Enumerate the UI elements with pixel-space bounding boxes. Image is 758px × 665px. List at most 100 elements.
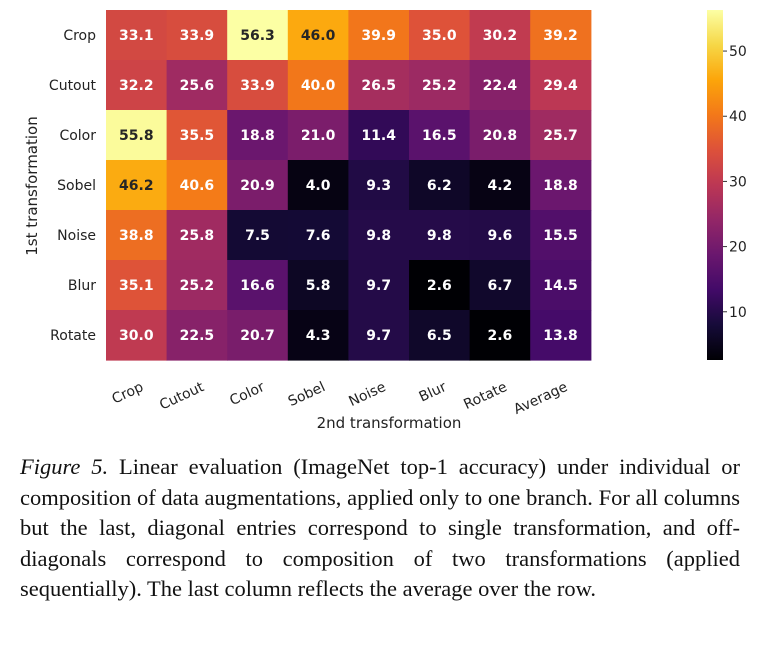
heatmap-cell [287, 210, 349, 261]
heatmap-cell [409, 260, 471, 311]
heatmap-cell [348, 110, 410, 161]
heatmap-cell [348, 60, 410, 111]
cell-value-label: 18.8 [240, 128, 275, 144]
x-tick-labels: Crop Cutout Color Sobel Noise Blur Rotate Avera… [110, 379, 571, 418]
cell-value-label: 35.0 [422, 28, 457, 44]
heatmap-cell [469, 260, 531, 311]
cell-value-label: 25.8 [180, 228, 215, 244]
y-tick-label: Sobel [57, 178, 96, 194]
cell-value-label: 32.2 [119, 78, 154, 94]
heatmap-cell [166, 10, 228, 61]
cell-value-label: 13.8 [543, 328, 578, 344]
cell-value-label: 16.6 [240, 278, 275, 294]
heatmap-cell [530, 110, 592, 161]
cell-value-label: 39.2 [543, 28, 578, 44]
x-tick-label: Crop [110, 379, 146, 407]
heatmap-cell [348, 310, 410, 361]
figure-caption: Figure 5. Linear evaluation (ImageNet to… [20, 452, 740, 605]
cell-value-label: 25.2 [180, 278, 215, 294]
cell-value-label: 35.5 [180, 128, 215, 144]
heatmap-cell [227, 60, 289, 111]
heatmap-cell [409, 60, 471, 111]
y-tick-label: Rotate [50, 328, 96, 344]
cell-value-label: 39.9 [361, 28, 396, 44]
heatmap-cell [106, 110, 168, 161]
heatmap-cell [530, 10, 592, 61]
heatmap-chart: 33.1 33.9 56.3 46.0 39.9 35.0 30.2 39.2 32.2 25.6… [23, 10, 747, 432]
y-tick-label: Crop [63, 28, 96, 44]
heatmap-cell [287, 260, 349, 311]
heatmap-cell [469, 210, 531, 261]
heatmap-cell [469, 110, 531, 161]
cell-value-label: 33.9 [180, 28, 215, 44]
colorbar-tick-label: 40 [729, 109, 747, 125]
cell-value-label: 46.2 [119, 178, 154, 194]
cell-value-label: 38.8 [119, 228, 154, 244]
colorbar-tick-label: 30 [729, 174, 747, 190]
cell-value-label: 26.5 [361, 78, 396, 94]
heatmap-cell [106, 10, 168, 61]
cell-value-label: 4.0 [306, 178, 331, 194]
heatmap-cell [287, 110, 349, 161]
heatmap-cell [469, 60, 531, 111]
cell-value-label: 9.3 [366, 178, 391, 194]
cell-value-label: 20.7 [240, 328, 275, 344]
x-tick-label: Cutout [157, 379, 207, 414]
heatmap-cell [166, 260, 228, 311]
heatmap-cell [530, 210, 592, 261]
y-axis-label: 1st transformation [23, 116, 41, 255]
heatmap-cell [106, 260, 168, 311]
x-tick-label: Noise [346, 379, 388, 410]
heatmap-cell [106, 60, 168, 111]
y-tick-label: Noise [57, 228, 96, 244]
heatmap-cell [348, 160, 410, 211]
heatmap-cell [287, 60, 349, 111]
heatmap-cell [348, 260, 410, 311]
x-tick-label: Color [227, 379, 267, 409]
cell-value-label: 15.5 [543, 228, 578, 244]
x-tick-label: Rotate [461, 379, 509, 413]
heatmap-cell [227, 110, 289, 161]
heatmap-cell [287, 310, 349, 361]
cell-value-label: 2.6 [487, 328, 512, 344]
x-tick-label: Sobel [286, 379, 328, 410]
heatmap-cell [227, 310, 289, 361]
cell-value-label: 29.4 [543, 78, 578, 94]
heatmap-cell [530, 310, 592, 361]
cell-value-label: 5.8 [306, 278, 331, 294]
y-tick-label: Cutout [49, 78, 97, 94]
cell-value-label: 40.0 [301, 78, 336, 94]
cell-value-label: 22.4 [483, 78, 518, 94]
heatmap-cell [409, 10, 471, 61]
heatmap-cell [530, 60, 592, 111]
cell-value-label: 33.9 [240, 78, 275, 94]
cell-value-label: 2.6 [427, 278, 452, 294]
heatmap-cell [287, 160, 349, 211]
cell-value-label: 46.0 [301, 28, 336, 44]
cell-value-label: 20.8 [483, 128, 518, 144]
cell-value-label: 7.5 [245, 228, 270, 244]
heatmap-cell [409, 210, 471, 261]
heatmap-cell [530, 160, 592, 211]
heatmap-cell [166, 210, 228, 261]
x-tick-label: Average [511, 379, 570, 418]
heatmap-cell [469, 10, 531, 61]
x-axis-label: 2nd transformation [317, 414, 462, 432]
y-tick-labels: Crop Cutout Color Sobel Noise Blur Rotate [49, 28, 97, 344]
heatmap-cell [469, 310, 531, 361]
cell-value-label: 9.7 [366, 328, 391, 344]
cell-value-label: 18.8 [543, 178, 578, 194]
cell-value-label: 55.8 [119, 128, 154, 144]
heatmap-cell [106, 210, 168, 261]
heatmap-cell [287, 10, 349, 61]
heatmap-cell [409, 310, 471, 361]
heatmap-cell [227, 10, 289, 61]
heatmap-cell [530, 260, 592, 311]
heatmap-cell [106, 310, 168, 361]
cell-value-label: 9.6 [487, 228, 512, 244]
cell-value-label: 25.7 [543, 128, 578, 144]
cell-value-label: 9.8 [366, 228, 391, 244]
heatmap-cell [166, 60, 228, 111]
cell-value-label: 4.2 [487, 178, 512, 194]
cell-value-label: 30.2 [483, 28, 518, 44]
